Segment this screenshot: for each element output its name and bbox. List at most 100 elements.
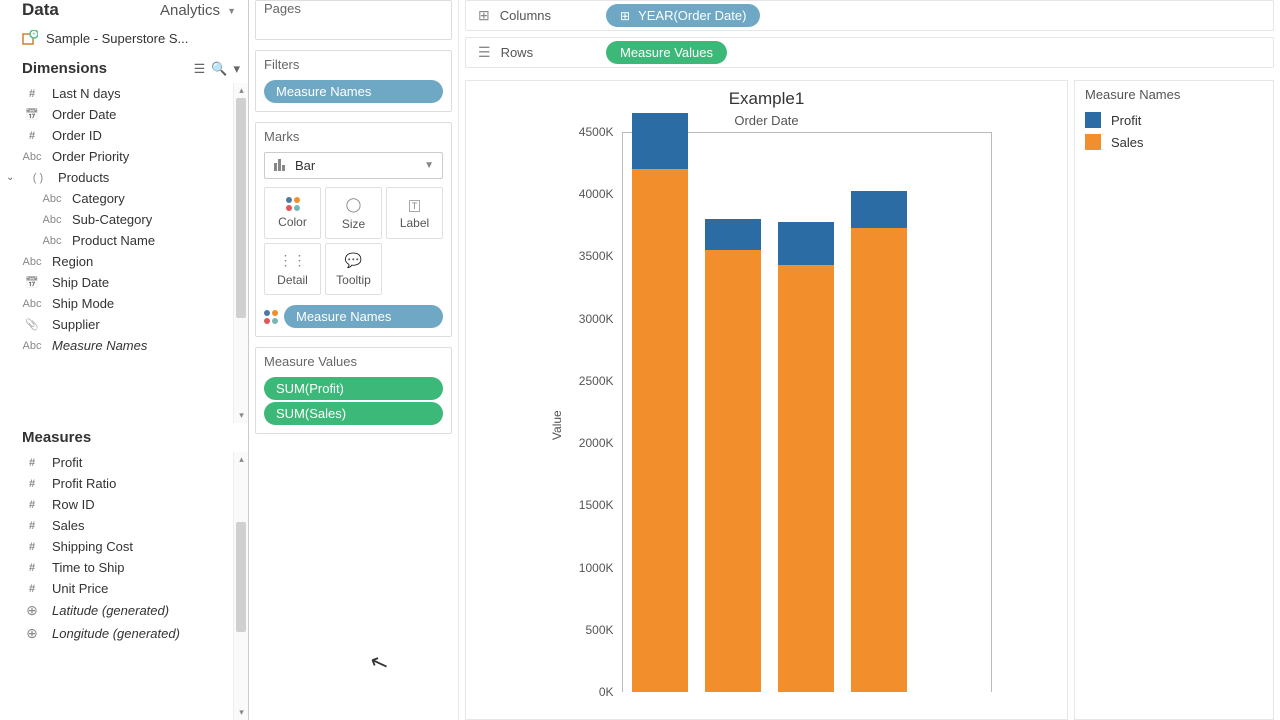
dimensions-scrollbar[interactable]: ▴ ▾ bbox=[233, 83, 248, 423]
field-label: Profit bbox=[52, 455, 82, 470]
scroll-up-icon[interactable]: ▴ bbox=[234, 452, 249, 467]
calendar-icon bbox=[22, 108, 42, 121]
field-item[interactable]: # Order ID bbox=[0, 125, 233, 146]
field-item[interactable]: #Shipping Cost bbox=[0, 536, 233, 557]
column-rows-shelves: ⊞Columns ⊞YEAR(Order Date) ☰Rows Measure… bbox=[459, 0, 1280, 80]
marks-cell-label: Size bbox=[342, 217, 365, 231]
field-item[interactable]: Order Date bbox=[0, 104, 233, 125]
field-item[interactable]: #Unit Price bbox=[0, 578, 233, 599]
text-icon: Abc bbox=[22, 256, 42, 268]
data-source-label: Sample - Superstore S... bbox=[46, 31, 188, 46]
analytics-tab[interactable]: Analytics bbox=[160, 2, 240, 19]
number-icon: # bbox=[22, 478, 42, 490]
menu-caret-icon[interactable]: ▾ bbox=[233, 61, 240, 77]
marks-cell-detail[interactable]: ⋮⋮Detail bbox=[264, 243, 321, 295]
legend-item[interactable]: Profit bbox=[1085, 112, 1263, 128]
scroll-down-icon[interactable]: ▾ bbox=[234, 705, 249, 720]
marks-cell-tooltip[interactable]: 💬Tooltip bbox=[325, 243, 382, 295]
expand-icon[interactable]: ⌄ bbox=[6, 172, 18, 183]
field-item[interactable]: Supplier bbox=[0, 314, 233, 335]
viz-title: Example1 bbox=[466, 81, 1067, 113]
field-item[interactable]: Abc Category bbox=[0, 188, 233, 209]
field-item[interactable]: AbcShip Mode bbox=[0, 293, 233, 314]
mv-pill[interactable]: SUM(Profit) bbox=[264, 377, 443, 400]
scroll-down-icon[interactable]: ▾ bbox=[234, 408, 249, 423]
field-item[interactable]: AbcSub-Category bbox=[0, 209, 233, 230]
field-item[interactable]: AbcMeasure Names bbox=[0, 335, 233, 356]
y-tick: 4500K bbox=[552, 125, 622, 139]
rows-label: Rows bbox=[501, 45, 534, 60]
columns-label: Columns bbox=[500, 8, 551, 23]
field-item[interactable]: #Time to Ship bbox=[0, 557, 233, 578]
field-label: Category bbox=[72, 191, 125, 206]
bar-profit[interactable] bbox=[705, 219, 761, 250]
globe-icon bbox=[22, 625, 42, 642]
text-icon: Abc bbox=[42, 235, 62, 247]
field-item[interactable]: #Profit Ratio bbox=[0, 473, 233, 494]
filters-title: Filters bbox=[264, 57, 443, 72]
field-label: Latitude (generated) bbox=[52, 603, 169, 618]
marks-color-pill[interactable]: Measure Names bbox=[284, 305, 443, 328]
data-tab[interactable]: Data bbox=[22, 0, 59, 20]
bar-sales[interactable] bbox=[851, 228, 907, 692]
marks-cell-label[interactable]: TLabel bbox=[386, 187, 443, 239]
field-item[interactable]: #Last N days bbox=[0, 83, 233, 104]
size-icon: ◯ bbox=[346, 196, 362, 213]
field-item[interactable]: Longitude (generated) bbox=[0, 622, 233, 645]
marks-cell-color[interactable]: Color bbox=[264, 187, 321, 239]
field-item[interactable]: #Row ID bbox=[0, 494, 233, 515]
mv-pill[interactable]: SUM(Sales) bbox=[264, 402, 443, 425]
globe-icon bbox=[22, 602, 42, 619]
number-icon: # bbox=[22, 130, 42, 142]
y-tick: 2000K bbox=[552, 436, 622, 450]
field-item[interactable]: ⌄( )Products bbox=[0, 167, 233, 188]
dimensions-title: Dimensions bbox=[22, 60, 107, 77]
scroll-thumb[interactable] bbox=[236, 98, 246, 318]
bar-profit[interactable] bbox=[778, 222, 834, 266]
number-icon: # bbox=[22, 583, 42, 595]
bar-profit[interactable] bbox=[851, 191, 907, 228]
measures-list: #Profit#Profit Ratio#Row ID#Sales#Shippi… bbox=[0, 452, 248, 720]
legend-label: Sales bbox=[1111, 135, 1144, 150]
measure-values-shelf[interactable]: Measure Values SUM(Profit)SUM(Sales) bbox=[255, 347, 452, 434]
measures-scrollbar[interactable]: ▴ ▾ bbox=[233, 452, 248, 720]
marks-cell-size[interactable]: ◯ Size bbox=[325, 187, 382, 239]
chart-area: Value 4500K4000K3500K3000K2500K2000K1500… bbox=[542, 132, 992, 719]
bar-sales[interactable] bbox=[778, 265, 834, 692]
filter-pill-measure-names[interactable]: Measure Names bbox=[264, 80, 443, 103]
marks-type-dropdown[interactable]: Bar ▼ bbox=[264, 152, 443, 179]
field-item[interactable]: AbcProduct Name bbox=[0, 230, 233, 251]
y-tick: 3500K bbox=[552, 249, 622, 263]
search-icon[interactable]: 🔍 bbox=[211, 61, 227, 77]
data-source-row[interactable]: + Sample - Superstore S... bbox=[0, 26, 248, 54]
scroll-thumb[interactable] bbox=[236, 522, 246, 632]
field-label: Sales bbox=[52, 518, 85, 533]
bar-sales[interactable] bbox=[705, 250, 761, 692]
rows-shelf[interactable]: ☰Rows Measure Values bbox=[465, 37, 1274, 68]
field-item[interactable]: AbcRegion bbox=[0, 251, 233, 272]
field-label: Ship Mode bbox=[52, 296, 114, 311]
pages-shelf[interactable]: Pages bbox=[255, 0, 452, 40]
bar-sales[interactable] bbox=[632, 169, 688, 692]
columns-shelf[interactable]: ⊞Columns ⊞YEAR(Order Date) bbox=[465, 0, 1274, 31]
legend-swatch bbox=[1085, 134, 1101, 150]
rows-pill-measure-values[interactable]: Measure Values bbox=[606, 41, 727, 64]
field-label: Products bbox=[58, 170, 109, 185]
field-item[interactable]: #Sales bbox=[0, 515, 233, 536]
legend-item[interactable]: Sales bbox=[1085, 134, 1263, 150]
field-label: Sub-Category bbox=[72, 212, 152, 227]
columns-pill-year[interactable]: ⊞YEAR(Order Date) bbox=[606, 4, 760, 27]
field-item[interactable]: AbcOrder Priority bbox=[0, 146, 233, 167]
marks-color-row[interactable]: Measure Names bbox=[264, 303, 443, 330]
filters-shelf[interactable]: Filters Measure Names bbox=[255, 50, 452, 112]
text-icon: Abc bbox=[42, 193, 62, 205]
field-item[interactable]: Ship Date bbox=[0, 272, 233, 293]
list-view-icon[interactable]: ☰ bbox=[194, 61, 206, 77]
field-item[interactable]: # Profit bbox=[0, 452, 233, 473]
field-item[interactable]: Latitude (generated) bbox=[0, 599, 233, 622]
label-icon: T bbox=[409, 196, 421, 212]
scroll-up-icon[interactable]: ▴ bbox=[234, 83, 249, 98]
number-icon: # bbox=[22, 457, 42, 469]
field-label: Order ID bbox=[52, 128, 102, 143]
bar-profit[interactable] bbox=[632, 113, 688, 169]
